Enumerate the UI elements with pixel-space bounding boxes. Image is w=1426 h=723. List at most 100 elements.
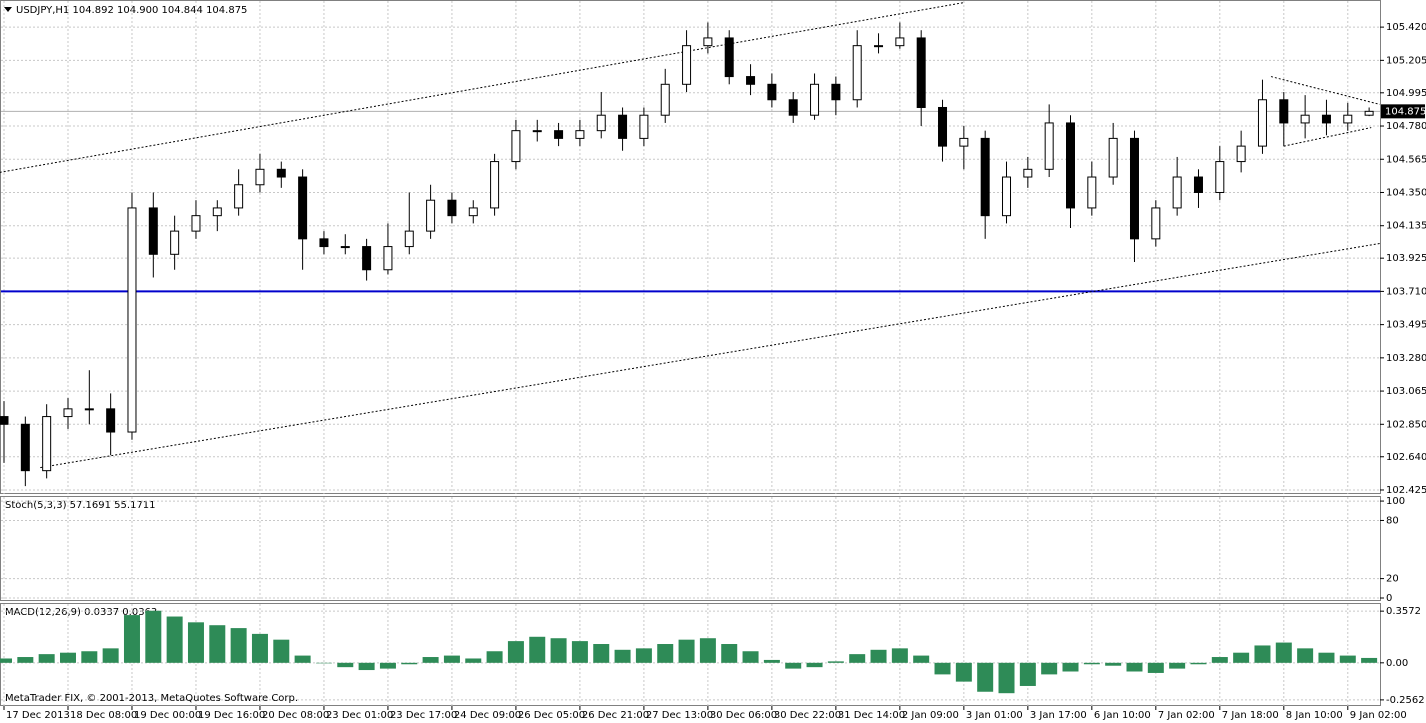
y-tick-label: 0 bbox=[1386, 593, 1392, 604]
histogram-bar bbox=[337, 662, 354, 668]
y-tick-label: 105.205 bbox=[1386, 55, 1426, 66]
histogram-bar bbox=[1297, 648, 1314, 663]
histogram-bar bbox=[1169, 662, 1186, 669]
histogram-bar bbox=[1190, 662, 1207, 665]
candle-body bbox=[1193, 176, 1203, 193]
candle-body bbox=[1215, 161, 1225, 193]
candle-body bbox=[106, 408, 116, 433]
x-tick-label: 26 Dec 05:00 bbox=[518, 710, 585, 721]
histogram-bar bbox=[209, 625, 226, 663]
y-tick-label: -0.2562 bbox=[1386, 695, 1425, 706]
y-tick-label: 104.135 bbox=[1386, 221, 1426, 232]
trendline bbox=[40, 242, 1380, 469]
x-tick-label: 3 Jan 01:00 bbox=[966, 710, 1023, 721]
y-tick-label: 103.925 bbox=[1386, 253, 1426, 264]
candle-body bbox=[298, 176, 308, 240]
histogram-bar bbox=[849, 654, 866, 663]
candle-body bbox=[404, 230, 414, 248]
histogram-bar bbox=[891, 648, 908, 663]
x-tick-label: 8 Jan 10:00 bbox=[1286, 710, 1343, 721]
histogram-bar bbox=[81, 651, 98, 663]
histogram-bar bbox=[38, 654, 55, 663]
histogram-bar bbox=[1126, 662, 1143, 672]
candle-body bbox=[767, 83, 777, 101]
x-tick-label: 24 Dec 09:00 bbox=[454, 710, 521, 721]
candle-body bbox=[276, 168, 286, 178]
histogram-bar bbox=[1062, 662, 1079, 672]
y-tick-label: 0.00 bbox=[1386, 658, 1408, 669]
histogram-bar bbox=[1339, 655, 1356, 663]
y-tick-label: 104.995 bbox=[1386, 88, 1426, 99]
candle-body bbox=[511, 130, 521, 163]
candle-body bbox=[938, 106, 948, 147]
histogram-bar bbox=[17, 657, 34, 663]
histogram-bar bbox=[721, 644, 738, 663]
histogram-bar bbox=[1233, 652, 1250, 663]
histogram-bar bbox=[273, 639, 290, 663]
candle-body bbox=[959, 137, 969, 147]
x-tick-label: 23 Dec 01:00 bbox=[326, 710, 393, 721]
panel-icon bbox=[4, 7, 12, 12]
candle-body bbox=[191, 215, 201, 232]
candle-body bbox=[1002, 176, 1012, 217]
histogram-bar bbox=[59, 652, 76, 663]
histogram-bar bbox=[678, 639, 695, 663]
candle-body bbox=[1343, 114, 1353, 124]
price-label: 104.875 bbox=[1385, 106, 1426, 117]
candle-body bbox=[340, 246, 350, 249]
candle-body bbox=[63, 408, 73, 418]
histogram-bar bbox=[593, 644, 610, 663]
candle-body bbox=[1279, 99, 1289, 124]
y-tick-label: 80 bbox=[1386, 515, 1399, 526]
candle-body bbox=[234, 184, 244, 209]
histogram-bar bbox=[1361, 657, 1378, 663]
y-tick-label: 100 bbox=[1386, 496, 1405, 507]
histogram-bar bbox=[465, 658, 482, 663]
histogram-bar bbox=[635, 648, 652, 663]
histogram-bar bbox=[1254, 645, 1271, 663]
x-tick-label: 2 Jan 09:00 bbox=[902, 710, 959, 721]
x-tick-label: 31 Dec 14:00 bbox=[838, 710, 905, 721]
candle-body bbox=[1044, 122, 1054, 170]
candle-body bbox=[831, 83, 841, 101]
histogram-bar bbox=[422, 657, 439, 663]
y-tick-label: 103.710 bbox=[1386, 286, 1426, 297]
histogram-bar bbox=[977, 662, 994, 692]
candle-body bbox=[319, 238, 329, 248]
histogram-bar bbox=[742, 651, 759, 663]
y-tick-label: 105.420 bbox=[1386, 22, 1426, 33]
candle-body bbox=[148, 207, 158, 255]
y-tick-label: 103.065 bbox=[1386, 386, 1426, 397]
y-tick-label: 102.640 bbox=[1386, 452, 1426, 463]
histogram-bar bbox=[827, 661, 844, 663]
candle-body bbox=[490, 161, 500, 209]
panel-title: Stoch(5,3,3) 57.1691 55.1711 bbox=[5, 500, 156, 511]
candle-body bbox=[170, 230, 180, 255]
candle-body bbox=[127, 207, 137, 433]
candle-body bbox=[980, 137, 990, 217]
histogram-bar bbox=[998, 662, 1015, 694]
histogram-bar bbox=[166, 616, 183, 663]
candle-body bbox=[660, 83, 670, 116]
candle-body bbox=[1321, 114, 1331, 124]
x-tick-label: 17 Dec 2013 bbox=[6, 710, 70, 721]
histogram-bar bbox=[955, 662, 972, 682]
candle-body bbox=[895, 37, 905, 47]
histogram-bar bbox=[785, 662, 802, 669]
candle-body bbox=[746, 76, 756, 85]
candle-body bbox=[618, 114, 628, 139]
x-tick-label: 23 Dec 17:00 bbox=[390, 710, 457, 721]
x-tick-label: 20 Dec 08:00 bbox=[262, 710, 329, 721]
x-tick-label: 27 Dec 13:00 bbox=[646, 710, 713, 721]
histogram-bar bbox=[1147, 662, 1164, 673]
candle-body bbox=[1023, 168, 1033, 178]
x-tick-label: 19 Dec 16:00 bbox=[198, 710, 265, 721]
trendline bbox=[1283, 127, 1372, 147]
candle-body bbox=[42, 416, 52, 472]
histogram-bar bbox=[870, 649, 887, 663]
candle-body bbox=[682, 45, 692, 85]
candle-body bbox=[1172, 176, 1182, 209]
histogram-bar bbox=[1083, 662, 1100, 665]
candle-body bbox=[874, 45, 884, 48]
y-tick-label: 102.425 bbox=[1386, 485, 1426, 496]
